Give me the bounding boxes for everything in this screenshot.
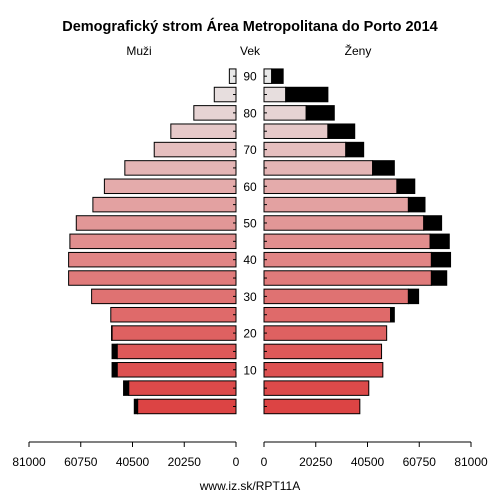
male-bar-70-74 (153, 141, 237, 158)
female-bar-30-34 (263, 288, 409, 305)
female-bar-0-4 (263, 398, 361, 415)
male-x-tick-label-1: 60750 (64, 455, 98, 469)
female-x-tick-label-4: 81000 (454, 455, 488, 469)
female-excess-bar-25-29 (390, 306, 395, 323)
female-bar-60-64 (263, 178, 398, 195)
female-excess-bar-60-64 (396, 178, 416, 195)
female-excess-bar-55-59 (407, 196, 426, 213)
age-tick-label-20: 20 (243, 327, 257, 341)
male-bar-30-34 (91, 288, 237, 305)
female-excess-bar-80-84 (305, 105, 335, 121)
female-bar-5-9 (263, 380, 370, 396)
age-tick-label-10: 10 (243, 363, 257, 377)
male-x-tick-label-2: 40500 (116, 455, 150, 469)
female-x-tick-label-2: 40500 (351, 455, 385, 469)
male-bar-55-59 (92, 196, 237, 213)
age-tick-label-40: 40 (243, 253, 257, 267)
male-bar-45-49 (69, 233, 237, 250)
male-excess-bar-20-24 (111, 325, 113, 341)
male-bar-60-64 (103, 178, 237, 195)
female-bar-70-74 (263, 141, 347, 158)
female-excess-bar-70-74 (345, 141, 365, 158)
female-bar-80-84 (263, 105, 307, 121)
female-label: Ženy (345, 43, 372, 58)
female-bar-65-69 (263, 160, 374, 176)
male-bar-0-4 (137, 398, 237, 415)
female-excess-bar-75-79 (327, 123, 356, 139)
age-tick-label-30: 30 (243, 290, 257, 304)
female-bar-35-39 (263, 270, 432, 286)
male-bar-5-9 (128, 380, 237, 396)
female-excess-bar-85-89 (285, 86, 329, 103)
female-bar-20-24 (263, 325, 388, 341)
female-excess-bar-45-49 (429, 233, 450, 250)
female-excess-bar-90+ (271, 68, 284, 84)
age-tick-label-60: 60 (243, 180, 257, 194)
male-bar-25-29 (110, 306, 237, 323)
male-bar-10-14 (116, 362, 237, 378)
male-bar-85-89 (213, 86, 237, 103)
male-excess-bar-15-19 (111, 343, 118, 360)
age-axis-label: Vek (240, 44, 261, 58)
female-x-tick-label-0: 0 (261, 455, 268, 469)
male-bar-65-69 (124, 160, 237, 176)
male-x-tick-label-0: 81000 (12, 455, 46, 469)
chart-title: Demografický strom Área Metropolitana do… (62, 18, 438, 35)
female-excess-bar-50-54 (423, 215, 443, 231)
female-excess-bar-65-69 (372, 160, 395, 176)
female-excess-bar-35-39 (430, 270, 448, 286)
female-bar-10-14 (263, 362, 384, 378)
female-bar-85-89 (263, 86, 287, 103)
axes-group: 10 20 30 40 50 60 70 80 90 81000 0 60750 20250 40500 4… (12, 70, 488, 469)
male-x-tick-label-3: 20250 (168, 455, 202, 469)
male-x-tick-label-4: 0 (233, 455, 240, 469)
male-bar-75-79 (170, 123, 237, 139)
age-tick-label-70: 70 (243, 143, 257, 157)
male-bar-20-24 (111, 325, 237, 341)
female-bar-25-29 (263, 306, 391, 323)
male-bar-80-84 (193, 105, 237, 121)
age-tick-label-90: 90 (243, 70, 257, 84)
age-tick-label-80: 80 (243, 106, 257, 120)
female-bar-50-54 (263, 215, 425, 231)
male-bar-50-54 (75, 215, 237, 231)
female-bar-45-49 (263, 233, 431, 250)
female-x-tick-label-1: 20250 (299, 455, 333, 469)
male-excess-bar-0-4 (133, 398, 139, 415)
female-bar-75-79 (263, 123, 329, 139)
male-bar-35-39 (68, 270, 237, 286)
male-bar-40-44 (68, 251, 237, 268)
bars-group (68, 68, 452, 415)
male-label: Muži (126, 44, 151, 58)
female-excess-bar-40-44 (430, 251, 452, 268)
male-excess-bar-10-14 (111, 362, 118, 378)
female-bar-40-44 (263, 251, 432, 268)
female-bar-55-59 (263, 196, 409, 213)
male-bar-15-19 (116, 343, 237, 360)
female-bar-15-19 (263, 343, 383, 360)
female-x-tick-label-3: 60750 (403, 455, 437, 469)
age-tick-label-50: 50 (243, 216, 257, 230)
footer-url[interactable]: www.iz.sk/RPT11A (199, 479, 300, 493)
male-excess-bar-5-9 (123, 380, 130, 396)
female-excess-bar-30-34 (407, 288, 420, 305)
